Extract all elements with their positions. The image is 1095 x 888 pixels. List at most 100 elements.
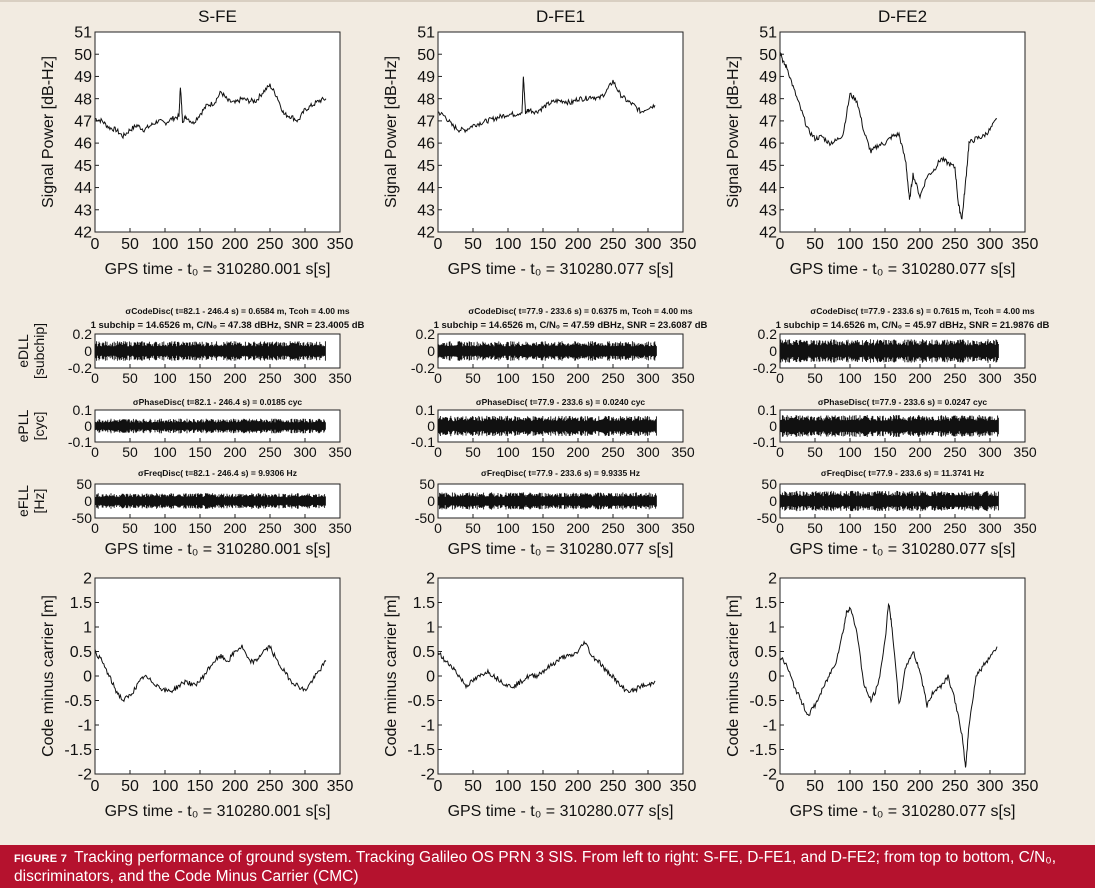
x-tick-label-cmc: 200 [907, 778, 934, 795]
code-disc-annotation: σCodeDisc( t=77.9 - 233.6 s) = 0.6375 m,… [468, 306, 692, 316]
y-tick-label-cmc: -0.5 [749, 693, 777, 710]
x-tick-label-cn0: 250 [600, 236, 627, 253]
x-tick-label-cn0: 300 [977, 236, 1004, 253]
x-tick-label-dll: 100 [153, 370, 177, 386]
x-tick-label-cmc: 100 [837, 778, 864, 795]
x-tick-label-dll: 350 [671, 370, 695, 386]
series-noise-fll-D-FE2 [779, 490, 999, 512]
y-axis-label-cn0: Signal Power [dB-Hz] [383, 56, 400, 208]
series-line-cmc-S-FE [94, 644, 327, 703]
y-tick-label-cmc: -1 [763, 718, 777, 735]
y-tick-label-cmc: -2 [78, 767, 92, 784]
x-tick-label-dll: 350 [328, 370, 352, 386]
figure-top-border [0, 0, 1095, 2]
x-tick-label-cmc: 0 [91, 778, 100, 795]
y-tick-label-pll: -0.1 [411, 434, 435, 450]
x-tick-label-cn0: 300 [292, 236, 319, 253]
x-tick-label-dll: 150 [873, 370, 897, 386]
x-tick-label-cmc: 200 [222, 778, 249, 795]
caption-text: Tracking performance of ground system. T… [14, 849, 1057, 885]
y-axis-unit-fll: [Hz] [31, 489, 47, 514]
series-noise-pll-S-FE [94, 418, 326, 434]
y-tick-label-dll: 0.2 [73, 326, 93, 342]
y-tick-label-fll: 50 [76, 476, 92, 492]
y-tick-label-cn0: 45 [417, 158, 435, 175]
x-tick-label-dll: 250 [258, 370, 282, 386]
series-noise-pll-D-FE1 [437, 415, 657, 437]
y-tick-label-dll: 0.2 [416, 326, 436, 342]
y-tick-label-cn0: 49 [417, 69, 435, 86]
x-tick-label-cn0: 350 [1012, 236, 1039, 253]
x-tick-label-cn0: 100 [837, 236, 864, 253]
x-tick-label-cmc: 300 [292, 778, 319, 795]
y-axis-label-cn0: Signal Power [dB-Hz] [725, 56, 742, 208]
y-axis-label-cmc: Code minus carrier [m] [40, 595, 57, 757]
y-tick-label-pll: 0 [427, 418, 435, 434]
x-tick-label-fll: 350 [671, 520, 695, 536]
x-tick-label-dll: 300 [636, 370, 660, 386]
x-tick-label-cn0: 0 [91, 236, 100, 253]
x-tick-label-fll: 350 [1013, 520, 1037, 536]
y-tick-label-cn0: 50 [417, 47, 435, 64]
x-tick-label-cmc: 150 [872, 778, 899, 795]
x-tick-label-cn0: 300 [635, 236, 662, 253]
y-tick-label-cmc: -1.5 [64, 742, 92, 759]
series-line-cn0-D-FE2 [779, 51, 997, 220]
x-tick-label-dll: 0 [434, 370, 442, 386]
y-tick-label-cmc: 1 [83, 620, 92, 637]
series-noise-dll-D-FE1 [437, 341, 657, 361]
x-tick-label-dll: 100 [496, 370, 520, 386]
y-tick-label-cmc: 0.5 [70, 644, 92, 661]
y-tick-label-cn0: 48 [759, 91, 777, 108]
x-tick-label-fll: 150 [531, 520, 555, 536]
y-tick-label-fll: -50 [415, 510, 435, 526]
x-tick-label-cmc: 50 [806, 778, 824, 795]
x-tick-label-cmc: 350 [1012, 778, 1039, 795]
y-tick-label-cmc: 2 [426, 571, 435, 588]
x-tick-label-cn0: 250 [942, 236, 969, 253]
y-axis-unit-pll: [cyc] [31, 412, 47, 441]
x-tick-label-cmc: 300 [635, 778, 662, 795]
x-tick-label-fll: 300 [636, 520, 660, 536]
plot-area-cmc [437, 577, 684, 775]
x-tick-label-pll: 350 [671, 444, 695, 460]
y-tick-label-cn0: 44 [74, 180, 92, 197]
x-tick-label-dll: 200 [223, 370, 247, 386]
x-tick-label-dll: 150 [188, 370, 212, 386]
plot-area-cmc [94, 577, 341, 775]
x-tick-label-fll: 100 [153, 520, 177, 536]
x-tick-label-fll: 250 [258, 520, 282, 536]
x-tick-label-pll: 150 [873, 444, 897, 460]
series-noise-dll-D-FE2 [779, 339, 999, 363]
x-tick-label-dll: 100 [838, 370, 862, 386]
x-tick-label-pll: 0 [434, 444, 442, 460]
series-noise-fll-D-FE1 [437, 492, 657, 510]
x-tick-label-dll: 250 [601, 370, 625, 386]
x-tick-label-cmc: 0 [434, 778, 443, 795]
y-tick-label-cn0: 45 [759, 158, 777, 175]
x-tick-label-cn0: 200 [907, 236, 934, 253]
x-tick-label-fll: 50 [807, 520, 823, 536]
y-tick-label-cn0: 42 [759, 225, 777, 242]
x-tick-label-dll: 200 [908, 370, 932, 386]
x-tick-label-pll: 200 [908, 444, 932, 460]
y-tick-label-cn0: 47 [759, 113, 777, 130]
y-tick-label-cmc: -1.5 [407, 742, 435, 759]
y-tick-label-cmc: 2 [83, 571, 92, 588]
y-tick-label-dll: -0.2 [411, 360, 435, 376]
x-tick-label-pll: 100 [153, 444, 177, 460]
x-tick-label-fll: 200 [223, 520, 247, 536]
column-title: S-FE [198, 7, 237, 26]
x-tick-label-pll: 250 [943, 444, 967, 460]
series-noise-fll-S-FE [94, 493, 326, 509]
x-tick-label-fll: 350 [328, 520, 352, 536]
y-tick-label-cn0: 44 [759, 180, 777, 197]
x-tick-label-dll: 300 [293, 370, 317, 386]
y-tick-label-cmc: -1 [78, 718, 92, 735]
y-tick-label-fll: -50 [72, 510, 92, 526]
x-axis-label-cn0: GPS time - t₀ = 310280.077 s[s] [790, 261, 1016, 278]
x-tick-label-cmc: 150 [530, 778, 557, 795]
x-tick-label-pll: 200 [566, 444, 590, 460]
phase-disc-annotation: σPhaseDisc( t=82.1 - 246.4 s) = 0.0185 c… [133, 397, 303, 407]
